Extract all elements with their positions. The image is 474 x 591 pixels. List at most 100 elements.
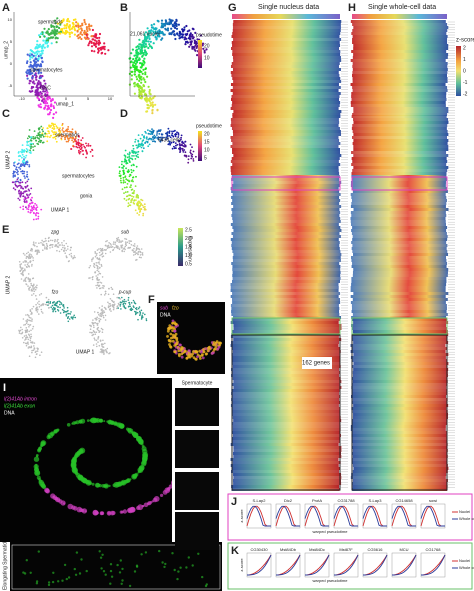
dot (33, 288, 35, 291)
dot (70, 134, 72, 137)
channel-label: DNA (4, 410, 15, 416)
heatmap-row (231, 470, 340, 473)
dot (138, 38, 141, 41)
x-tick-label: 0 (65, 96, 68, 101)
dot (59, 312, 62, 314)
gene-label: sub (121, 229, 129, 235)
dot (32, 284, 35, 287)
dot (38, 251, 41, 253)
dot (52, 30, 55, 33)
dot (70, 311, 72, 313)
dot (87, 25, 90, 28)
signal (173, 336, 177, 339)
heatmap-row (353, 121, 449, 124)
dot (46, 44, 50, 48)
dot (97, 49, 100, 53)
dot (101, 309, 103, 312)
dot (121, 301, 123, 304)
dot (133, 73, 136, 76)
dot (23, 324, 25, 326)
heatmap-row (233, 38, 342, 41)
dot (13, 162, 15, 164)
heatmap-row (231, 401, 340, 404)
dot (94, 339, 96, 341)
axis-title: z-score (239, 558, 244, 572)
panel-label: J (231, 496, 237, 508)
signal (109, 569, 113, 573)
dot (29, 253, 31, 255)
dot (93, 322, 95, 324)
heatmap-row (231, 383, 340, 386)
signal (168, 343, 171, 346)
panel-label: G (228, 2, 237, 14)
cells-line (246, 505, 271, 527)
dot (39, 63, 42, 66)
heatmap-row (351, 359, 447, 362)
dot (36, 136, 39, 139)
heatmap-row (352, 35, 448, 38)
dot (112, 293, 115, 296)
heatmap-row (233, 110, 342, 113)
signal (122, 509, 128, 514)
dot (101, 253, 104, 255)
micrograph (157, 302, 225, 374)
dot (17, 197, 20, 200)
dot (144, 31, 148, 34)
signal (35, 580, 39, 583)
colorbar-ticks: 2.52.01.51.00.5 (185, 227, 192, 267)
dot (51, 130, 53, 132)
dot (28, 140, 31, 143)
signal (212, 343, 216, 347)
dot (68, 130, 70, 133)
colorbar-tick: 1 (463, 57, 466, 63)
dot (156, 30, 159, 33)
dot (38, 300, 40, 303)
colorbar (198, 131, 202, 161)
dot (33, 212, 35, 215)
signal (171, 319, 175, 323)
dot (35, 303, 37, 306)
dot (23, 341, 25, 344)
dot (108, 303, 110, 305)
dot (141, 72, 144, 75)
heatmap-row (230, 238, 339, 241)
dot (39, 35, 42, 39)
signal (92, 418, 98, 423)
dot (49, 247, 51, 249)
dot (128, 170, 130, 173)
dot (28, 194, 30, 196)
dot (137, 250, 140, 253)
signal (50, 493, 56, 499)
colorbar-tick: 15 (204, 139, 210, 145)
dot (39, 83, 42, 86)
heatmap-row (232, 365, 341, 368)
dot (142, 212, 145, 215)
dot (146, 110, 149, 113)
dot (39, 76, 43, 79)
dot (56, 22, 60, 25)
dot (182, 151, 185, 153)
signal (47, 583, 51, 587)
dot (190, 157, 193, 160)
dot (31, 294, 33, 296)
dot (56, 249, 58, 252)
dot (145, 136, 148, 139)
dot (31, 318, 33, 321)
heatmap-row (232, 274, 341, 277)
heatmap-row (353, 368, 449, 371)
dot (128, 180, 131, 183)
dot (152, 30, 155, 33)
panel-frame (227, 542, 473, 590)
dot (147, 30, 150, 33)
signal (119, 559, 123, 562)
cells-line (275, 505, 300, 527)
dot (55, 135, 58, 138)
heatmap-row (351, 259, 447, 262)
dot (94, 45, 98, 48)
dot (151, 128, 153, 131)
dot (123, 192, 125, 195)
heatmap-row (230, 118, 339, 121)
dot (131, 48, 134, 51)
dot (85, 149, 87, 152)
dot (15, 168, 17, 171)
